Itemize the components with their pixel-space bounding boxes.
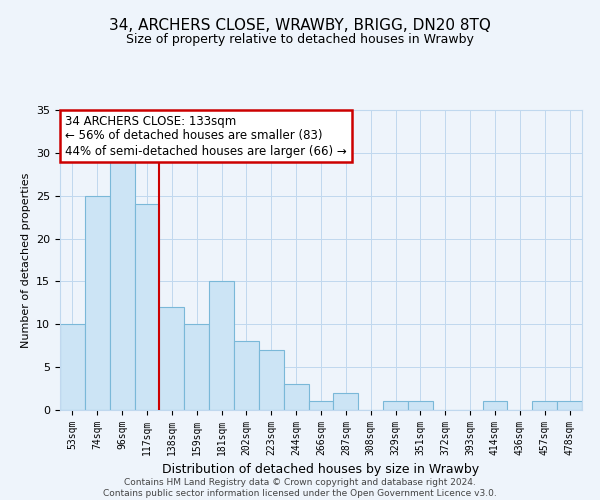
Bar (234, 342, 259, 410)
Bar (383, 402, 408, 410)
Bar (60, 324, 85, 410)
Bar (110, 162, 134, 410)
Bar (482, 402, 508, 410)
Bar (209, 282, 234, 410)
Bar (408, 402, 433, 410)
Text: 34 ARCHERS CLOSE: 133sqm
← 56% of detached houses are smaller (83)
44% of semi-d: 34 ARCHERS CLOSE: 133sqm ← 56% of detach… (65, 114, 347, 158)
Text: 34, ARCHERS CLOSE, WRAWBY, BRIGG, DN20 8TQ: 34, ARCHERS CLOSE, WRAWBY, BRIGG, DN20 8… (109, 18, 491, 32)
X-axis label: Distribution of detached houses by size in Wrawby: Distribution of detached houses by size … (163, 464, 479, 476)
Y-axis label: Number of detached properties: Number of detached properties (20, 172, 31, 348)
Bar (334, 393, 358, 410)
Bar (184, 324, 209, 410)
Bar (532, 402, 557, 410)
Bar (308, 402, 334, 410)
Bar (259, 350, 284, 410)
Bar (557, 402, 582, 410)
Bar (85, 196, 110, 410)
Text: Contains HM Land Registry data © Crown copyright and database right 2024.
Contai: Contains HM Land Registry data © Crown c… (103, 478, 497, 498)
Bar (134, 204, 160, 410)
Text: Size of property relative to detached houses in Wrawby: Size of property relative to detached ho… (126, 32, 474, 46)
Bar (160, 307, 184, 410)
Bar (284, 384, 308, 410)
